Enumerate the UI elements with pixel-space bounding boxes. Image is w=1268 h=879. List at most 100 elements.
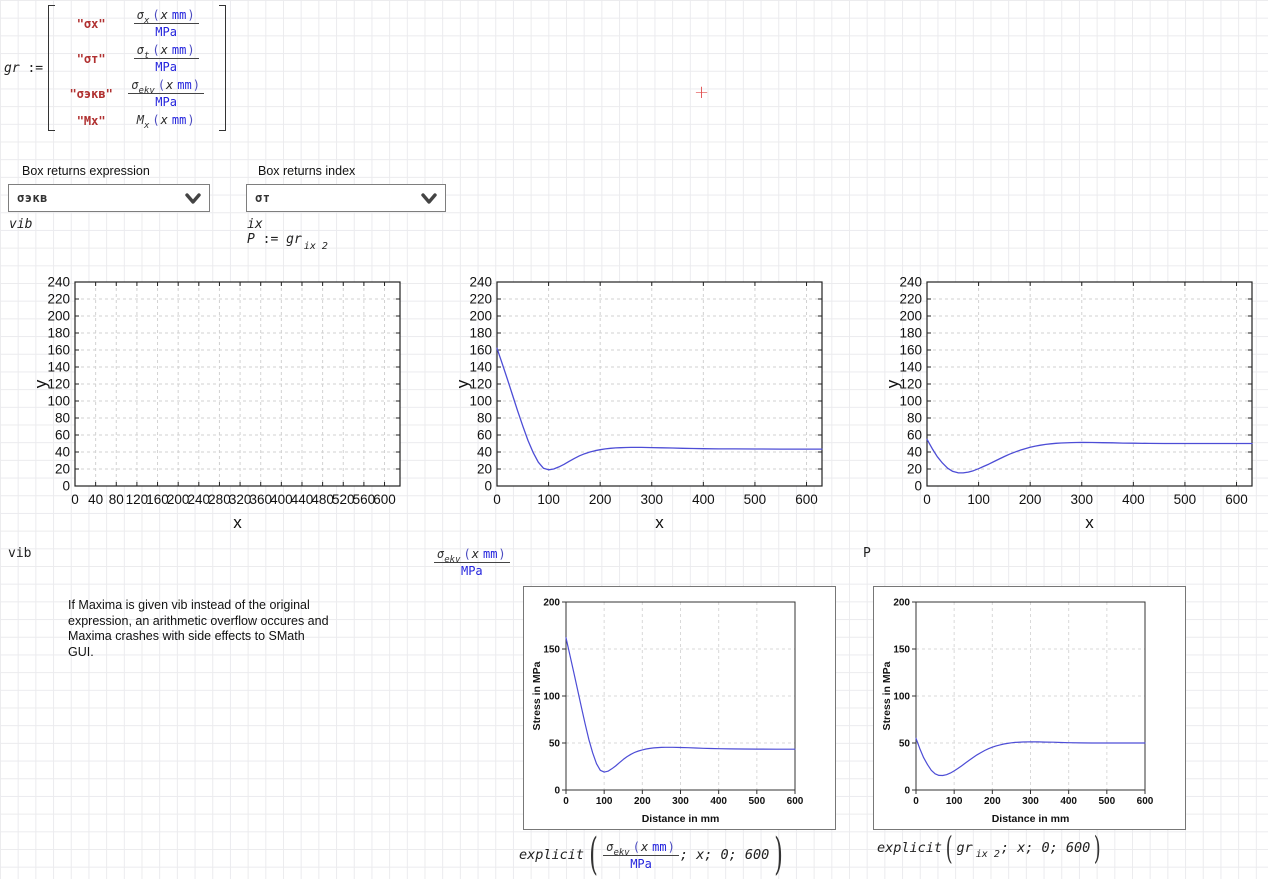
svg-text:0: 0 bbox=[62, 479, 70, 494]
svg-text:0: 0 bbox=[904, 786, 910, 797]
svg-text:100: 100 bbox=[899, 394, 922, 409]
close-paren: ) bbox=[1094, 829, 1101, 867]
explicit-expression-b: explicit ( gr ix 2 ; x; 0; 600 ) bbox=[877, 830, 1104, 866]
svg-text:400: 400 bbox=[1060, 796, 1077, 807]
matrix-string: "Mx" bbox=[76, 113, 106, 128]
svg-text:120: 120 bbox=[899, 377, 922, 392]
vib-label: vib bbox=[8, 546, 32, 561]
matrix-string: "σт" bbox=[76, 51, 106, 66]
svg-text:Stress in MPa: Stress in MPa bbox=[531, 661, 543, 730]
explicit-b-subscript: ix 2 bbox=[975, 848, 1000, 860]
matrix-row: "σт" σt (x mm) MPa bbox=[62, 43, 212, 74]
svg-text:x: x bbox=[233, 513, 242, 532]
svg-text:0: 0 bbox=[554, 786, 560, 797]
explicit-expression-a: explicit ( σekv (x mm) MPa ; x; 0; 600 ) bbox=[519, 832, 787, 878]
explicit-a-fraction: σekv (x mm) MPa bbox=[603, 840, 679, 871]
open-paren: ( bbox=[945, 829, 953, 867]
svg-text:x: x bbox=[655, 513, 664, 532]
svg-text:0: 0 bbox=[914, 479, 922, 494]
matrix-definition-region: gr := "σx" σx (x mm) MPa "σт" σt (x mm) MPa … bbox=[4, 5, 227, 131]
expression-dropdown[interactable]: σэкв bbox=[8, 184, 210, 212]
svg-text:180: 180 bbox=[47, 326, 70, 341]
svg-text:360: 360 bbox=[249, 492, 272, 507]
svg-text:160: 160 bbox=[469, 343, 492, 358]
expression-dropdown-value: σэкв bbox=[17, 191, 48, 205]
svg-text:20: 20 bbox=[477, 462, 492, 477]
svg-text:200: 200 bbox=[1019, 492, 1042, 507]
svg-text:440: 440 bbox=[291, 492, 314, 507]
insertion-cursor-icon: + bbox=[694, 82, 710, 103]
plot-canvas: 0 100 200 300 400 500 600020406080100120140160… bbox=[883, 275, 1253, 532]
svg-text:100: 100 bbox=[543, 692, 560, 703]
svg-text:40: 40 bbox=[88, 492, 103, 507]
svg-text:200: 200 bbox=[167, 492, 190, 507]
matrix-string: "σx" bbox=[76, 16, 106, 31]
svg-text:600: 600 bbox=[1137, 796, 1154, 807]
svg-text:240: 240 bbox=[47, 276, 70, 290]
note-line: Maxima crashes with side effects to SMat… bbox=[68, 629, 305, 644]
svg-text:240: 240 bbox=[188, 492, 211, 507]
explicit-function-name: explicit bbox=[877, 840, 943, 856]
svg-text:160: 160 bbox=[146, 492, 169, 507]
svg-text:200: 200 bbox=[984, 796, 1001, 807]
svg-text:Distance in mm: Distance in mm bbox=[992, 813, 1070, 825]
svg-text:200: 200 bbox=[634, 796, 651, 807]
svg-text:200: 200 bbox=[893, 598, 910, 609]
svg-text:60: 60 bbox=[907, 428, 922, 443]
svg-text:80: 80 bbox=[55, 411, 70, 426]
svg-text:150: 150 bbox=[543, 645, 560, 656]
svg-text:0: 0 bbox=[493, 492, 501, 507]
svg-text:200: 200 bbox=[469, 309, 492, 324]
svg-text:300: 300 bbox=[672, 796, 689, 807]
svg-text:0: 0 bbox=[913, 796, 919, 807]
svg-text:300: 300 bbox=[1070, 492, 1093, 507]
svg-text:200: 200 bbox=[543, 598, 560, 609]
svg-text:80: 80 bbox=[477, 411, 492, 426]
svg-text:120: 120 bbox=[469, 377, 492, 392]
svg-text:60: 60 bbox=[477, 428, 492, 443]
svg-text:20: 20 bbox=[907, 462, 922, 477]
svg-text:220: 220 bbox=[469, 292, 492, 307]
explicit-b-base: gr bbox=[956, 840, 973, 856]
svg-text:120: 120 bbox=[47, 377, 70, 392]
explicit-b-args: ; x; 0; 600 bbox=[1000, 840, 1091, 856]
svg-text:Distance in mm: Distance in mm bbox=[642, 813, 720, 825]
svg-text:320: 320 bbox=[229, 492, 252, 507]
svg-text:100: 100 bbox=[967, 492, 990, 507]
sigma-ekv-fraction: σekv (x mm) MPa bbox=[434, 547, 510, 578]
svg-text:200: 200 bbox=[899, 309, 922, 324]
svg-text:500: 500 bbox=[748, 796, 765, 807]
ix-variable: ix bbox=[247, 217, 263, 232]
svg-text:80: 80 bbox=[109, 492, 124, 507]
svg-text:500: 500 bbox=[1174, 492, 1197, 507]
matrix-lhs: gr := bbox=[4, 60, 44, 76]
chevron-down-icon bbox=[185, 192, 201, 204]
matrix-expression: σekv (x mm) MPa bbox=[128, 78, 204, 109]
svg-text:240: 240 bbox=[469, 276, 492, 290]
index-dropdown[interactable]: σт bbox=[246, 184, 446, 212]
svg-text:y: y bbox=[455, 379, 472, 388]
xy-plot-sigma-ekv: 0 100 200 300 400 500 600 0 20 40 60 80 100 120 140 160… bbox=[453, 275, 857, 538]
svg-text:20: 20 bbox=[55, 462, 70, 477]
svg-text:140: 140 bbox=[469, 360, 492, 375]
svg-text:600: 600 bbox=[795, 492, 818, 507]
stress-plot-sigma-ekv: 0 100 200 300 400 500 600 0 50 100 150 200 Distance … bbox=[523, 586, 836, 830]
svg-text:140: 140 bbox=[899, 360, 922, 375]
svg-text:400: 400 bbox=[710, 796, 727, 807]
svg-text:180: 180 bbox=[899, 326, 922, 341]
matrix-row: "Mx" Mx (x mm) bbox=[62, 113, 212, 131]
svg-text:200: 200 bbox=[589, 492, 612, 507]
svg-text:100: 100 bbox=[596, 796, 613, 807]
svg-text:x: x bbox=[1085, 513, 1094, 532]
svg-text:0: 0 bbox=[71, 492, 79, 507]
svg-text:40: 40 bbox=[55, 445, 70, 460]
svg-text:200: 200 bbox=[47, 309, 70, 324]
matrix-string: "σэкв" bbox=[69, 86, 113, 101]
svg-text:560: 560 bbox=[353, 492, 376, 507]
index-dropdown-label: Box returns index bbox=[258, 164, 356, 178]
plot-canvas: 0 100 200 300 400 500 600 0 50 100 150 200 Distance … bbox=[881, 598, 1154, 826]
matrix-expression: σt (x mm) MPa bbox=[133, 43, 199, 74]
svg-text:100: 100 bbox=[47, 394, 70, 409]
plot-canvas: 0 100 200 300 400 500 600 0 50 100 150 200 Distance … bbox=[531, 598, 804, 826]
